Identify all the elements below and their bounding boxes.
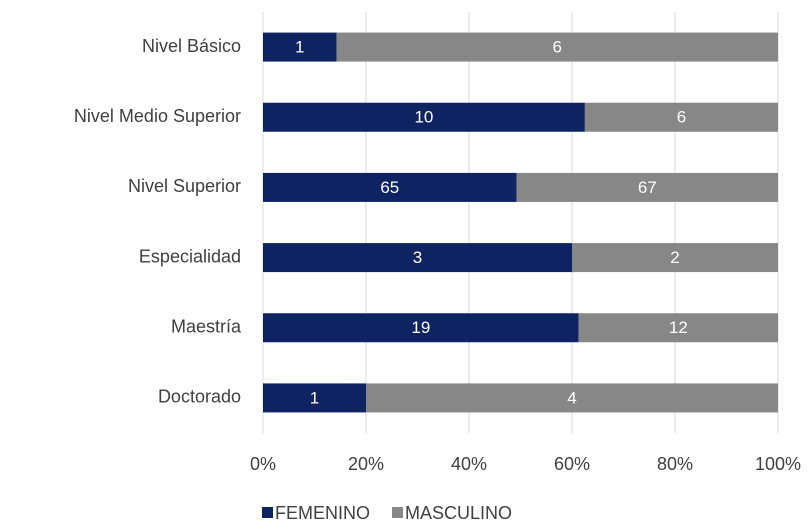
data-label: 4 [567, 388, 576, 407]
y-tick-label: Doctorado [158, 387, 241, 407]
data-label: 19 [411, 318, 430, 337]
bar-segment [263, 243, 572, 273]
y-tick-label: Especialidad [139, 246, 241, 266]
bar-segment [578, 313, 778, 343]
bar-segment [584, 102, 778, 132]
legend-swatch [262, 507, 273, 518]
data-label: 1 [310, 388, 319, 407]
data-label: 2 [670, 248, 679, 267]
y-tick-label: Maestría [171, 317, 242, 337]
legend-swatch [392, 507, 404, 518]
data-label: 3 [413, 248, 422, 267]
bar-segment [516, 172, 778, 202]
data-label: 1 [295, 38, 304, 57]
y-tick-label: Nivel Medio Superior [74, 106, 241, 126]
y-tick-label: Nivel Básico [142, 36, 241, 56]
x-tick-label: 0% [250, 454, 276, 474]
bar-segment [263, 313, 579, 343]
bar-segment [366, 383, 778, 413]
x-tick-label: 100% [755, 454, 801, 474]
legend-label: MASCULINO [405, 503, 512, 522]
data-label: 67 [638, 178, 657, 197]
data-label: 12 [669, 318, 688, 337]
x-tick-label: 40% [451, 454, 487, 474]
data-label: 6 [553, 38, 562, 57]
data-label: 10 [414, 108, 433, 127]
bar-segment [263, 172, 517, 202]
data-label: 65 [380, 178, 399, 197]
legend-label: FEMENINO [275, 503, 370, 522]
bar-segment [263, 102, 585, 132]
x-tick-label: 60% [554, 454, 590, 474]
x-tick-label: 80% [657, 454, 693, 474]
bar-segment [263, 32, 337, 62]
bar-segment [263, 383, 366, 413]
bar-segment [572, 243, 778, 273]
y-tick-label: Nivel Superior [128, 176, 241, 196]
data-label: 6 [677, 108, 686, 127]
bar-segment [336, 32, 778, 62]
x-tick-label: 20% [348, 454, 384, 474]
